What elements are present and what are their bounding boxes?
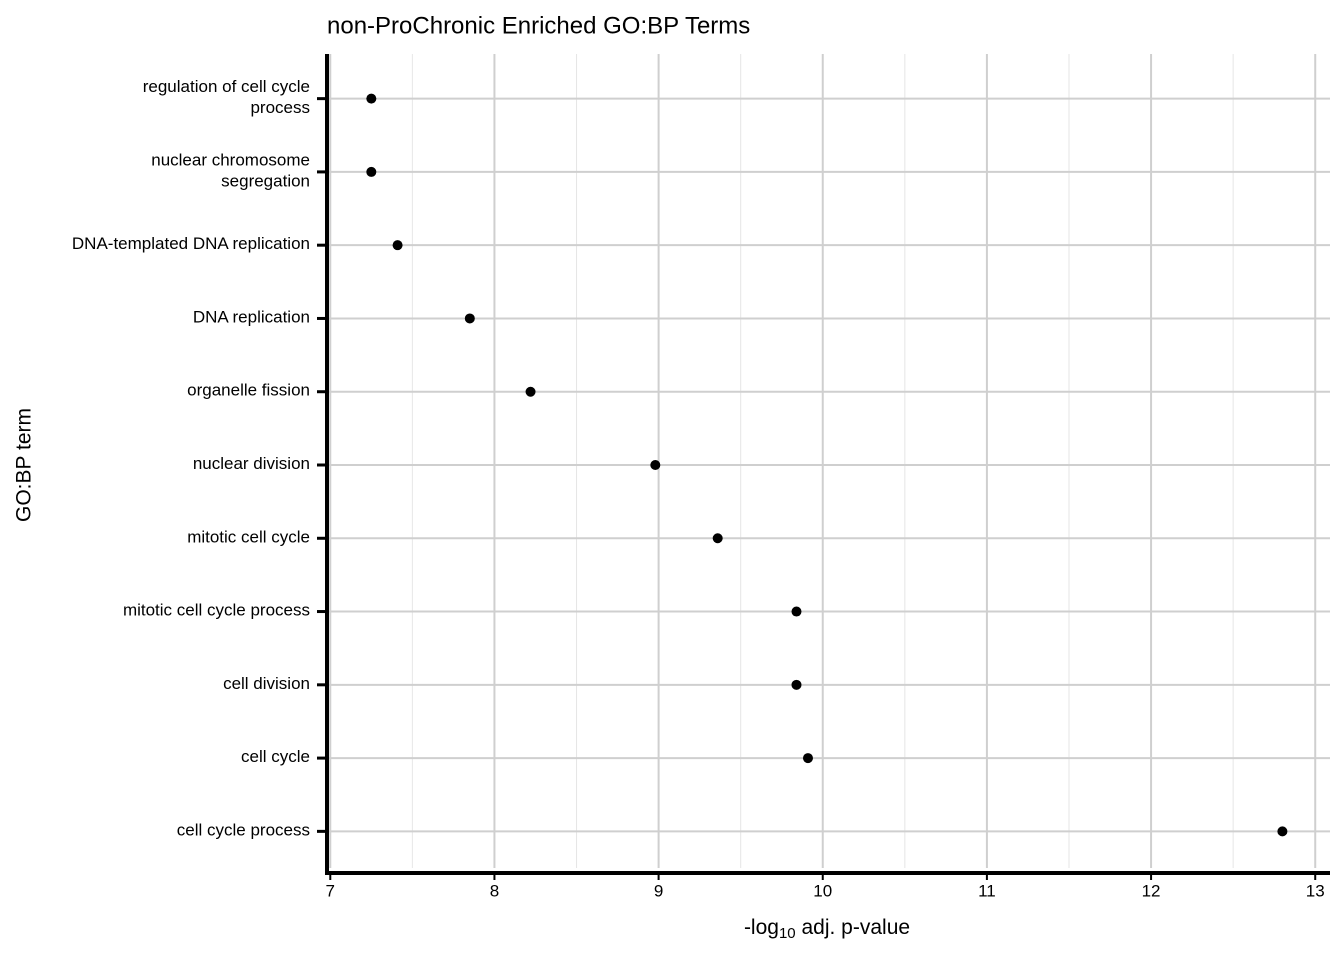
x-label-sub: 10 [779, 925, 796, 942]
dot [712, 533, 723, 544]
y-tick-label: regulation of cell cycle process [143, 78, 310, 118]
y-tick-label: mitotic cell cycle process [123, 601, 310, 620]
dot [1277, 826, 1288, 837]
x-tick-label: 10 [813, 881, 832, 900]
dot [650, 460, 661, 470]
dot [791, 606, 802, 617]
x-tick-label: 11 [978, 881, 996, 900]
x-tick-label: 12 [1142, 881, 1161, 900]
x-label-rest: adj. p-value [796, 916, 910, 939]
x-tick-label: 9 [654, 881, 663, 900]
dot [791, 679, 802, 690]
y-tick-label: cell division [223, 674, 310, 693]
x-tick-label: 7 [326, 881, 335, 900]
dot [392, 240, 403, 251]
dot [366, 93, 377, 104]
y-tick-label: nuclear division [193, 454, 310, 473]
y-tick-label: cell cycle process [177, 821, 310, 840]
y-tick-label: organelle fission [187, 381, 310, 400]
y-tick-label: nuclear chromosome segregation [151, 151, 310, 191]
y-tick-label: DNA replication [193, 308, 310, 327]
x-label-main: -log [744, 916, 779, 939]
x-tick-label: 13 [1306, 881, 1325, 900]
dot [525, 386, 536, 397]
x-axis-label: -log10 adj. p-value [744, 916, 910, 942]
dot [802, 753, 813, 764]
y-axis-label: GO:BP term [13, 408, 36, 522]
y-tick-label: DNA-templated DNA replication [72, 235, 310, 254]
y-tick-label: mitotic cell cycle [187, 528, 310, 547]
x-tick-label: 8 [490, 881, 499, 900]
y-tick-label: cell cycle [241, 748, 310, 767]
chart-title: non-ProChronic Enriched GO:BP Terms [327, 12, 750, 39]
dot [366, 166, 377, 177]
dot [464, 313, 475, 324]
